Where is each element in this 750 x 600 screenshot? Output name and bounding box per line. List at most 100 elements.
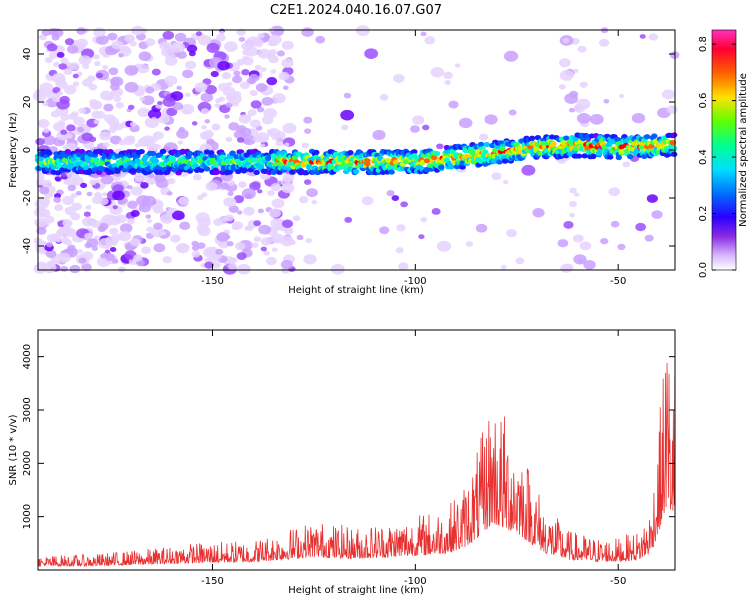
spectrogram-cell [236, 210, 243, 215]
spectrogram-cell [104, 249, 111, 254]
spectrogram-cell [44, 56, 53, 64]
spectrogram-cell [661, 89, 675, 100]
spectrogram-cell [249, 119, 261, 128]
snr-background [38, 330, 675, 570]
spectrogram-cell [617, 243, 626, 250]
spectrogram-cell [151, 68, 161, 76]
spectrogram-cell [85, 204, 92, 210]
spectrogram-cell [622, 161, 631, 168]
spectrogram-cell [115, 102, 125, 109]
spectrogram-cell [37, 173, 45, 180]
snr-panel: -150 -100 -50 1000 2000 3000 4000 Height of s… [8, 329, 676, 596]
spectrogram-cell [38, 208, 51, 218]
spectrogram-cell [76, 27, 86, 35]
spectrogram-cell [577, 259, 584, 264]
spectrogram-cell [138, 148, 145, 155]
spectrogram-cell [110, 78, 120, 86]
spectrogram-cell [192, 173, 202, 181]
spectrogram-cell [418, 234, 425, 240]
spectrogram-cell [598, 38, 610, 47]
spectrogram-cell [153, 243, 166, 253]
spectrogram-cell [610, 220, 620, 228]
spectrogram-cell [502, 158, 509, 164]
spectrogram-cell [227, 191, 234, 197]
spectrogram-cell [41, 29, 51, 37]
x-tick-label: -150 [201, 576, 224, 587]
spectrogram-cell [448, 164, 455, 170]
spectrogram-cell [52, 95, 62, 103]
spectrogram-cell [130, 210, 140, 218]
spectrogram-cell [241, 188, 256, 200]
spectrogram-cell [238, 114, 252, 124]
spectrogram-cell [243, 45, 258, 57]
spectrogram-cell [420, 31, 427, 37]
spectrogram-cell [60, 57, 69, 64]
spectrogram-cell [614, 136, 621, 143]
spectrogram-cell [95, 72, 104, 79]
spectrogram-cell [411, 149, 418, 155]
y-tick-label: 40 [22, 48, 33, 61]
spectrogram-cell [146, 176, 157, 185]
spectrogram-cells [32, 25, 680, 275]
spectrogram-cell [670, 132, 678, 138]
spectrogram-cell [651, 210, 663, 219]
spectrogram-cell [171, 41, 186, 53]
spectrogram-cell [265, 256, 277, 266]
spectrogram-cell [138, 203, 151, 213]
spectrogram-cell [90, 220, 101, 228]
spectrogram-cell [254, 40, 264, 48]
spectrogram-cell [224, 214, 234, 222]
spectrogram-cell [80, 182, 88, 189]
spectrogram-cell [225, 136, 233, 142]
spectrogram-cell [37, 156, 45, 162]
spectrogram-cell [281, 182, 295, 194]
y-tick-label: 3000 [22, 397, 33, 422]
spectrogram-cell [152, 158, 160, 164]
spectrogram-cell [167, 207, 175, 214]
spectrogram-cell [35, 138, 45, 146]
spectrogram-cell [330, 263, 345, 275]
spectrogram-cell [162, 96, 176, 107]
spectrogram-cell [95, 169, 103, 176]
spectrogram-cell [129, 167, 137, 173]
spectrogram-cell [248, 73, 260, 82]
spectrogram-cell [281, 58, 294, 68]
spectrogram-cell [260, 246, 267, 252]
snr-series-line [37, 362, 676, 568]
spectrogram-cell [278, 71, 290, 81]
spectrogram-cell [134, 143, 141, 148]
spectrogram-cell [558, 58, 571, 68]
spectrogram-cell [266, 129, 274, 135]
spectrogram-cell [67, 184, 77, 192]
spectrogram-cell [603, 98, 610, 104]
spectrogram-cell [204, 261, 214, 269]
spectrogram-cell [167, 177, 176, 185]
spectrogram-cell [36, 179, 44, 186]
spectrogram-cell [124, 34, 136, 43]
y-tick-label: 1000 [22, 504, 33, 529]
spectrogram-cell [60, 113, 70, 121]
spectrogram-cell [72, 73, 79, 79]
spectrogram-cell [257, 32, 265, 39]
spectrogram-cell [53, 196, 62, 204]
spectrogram-cell [51, 28, 64, 38]
spectrogram-cell [127, 200, 138, 209]
spectrogram-cell [213, 169, 221, 175]
spectrogram-cell [141, 95, 155, 106]
spectrogram-cell [341, 124, 349, 131]
spectrogram-cell [191, 250, 201, 258]
spectrogram-cell [89, 179, 97, 186]
spectrogram-cell [249, 89, 258, 97]
spectrogram-cell [126, 218, 136, 225]
spectrogram-cell [259, 143, 266, 148]
spectrogram-cell [129, 41, 137, 47]
spectrogram-cell [64, 84, 77, 95]
spectrogram-cell [388, 169, 395, 175]
spectrogram-cell [211, 261, 221, 269]
spectrogram-cell [110, 234, 121, 242]
spectrogram-cell [37, 121, 45, 127]
spectrogram-cell [459, 164, 466, 170]
spectrogram-cell [648, 33, 659, 41]
spectrogram-cell [239, 127, 252, 137]
spectrogram-cell [124, 65, 139, 76]
